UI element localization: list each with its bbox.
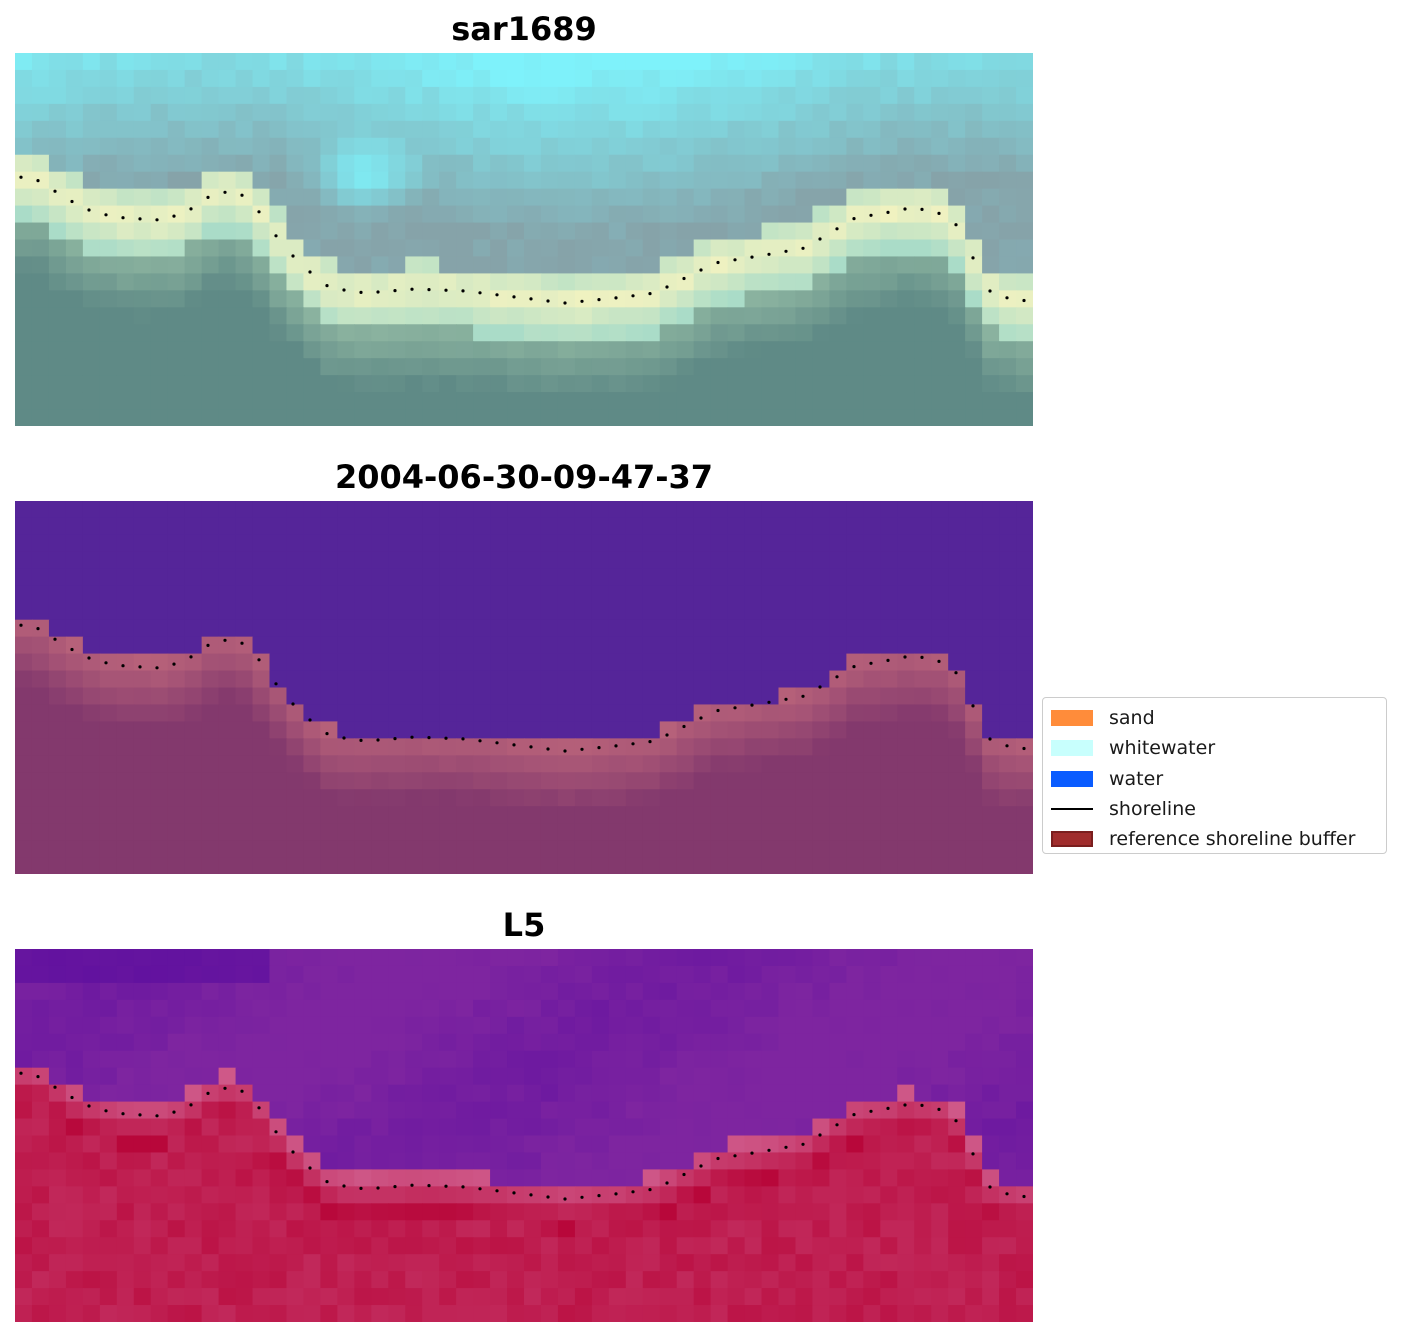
index-image: [15, 949, 1033, 1322]
legend-label: sand: [1109, 707, 1155, 730]
panel-title: 2004-06-30-09-47-37: [334, 458, 714, 496]
water-swatch: [1051, 770, 1093, 787]
legend: sand whitewater water shoreline referenc…: [1042, 697, 1387, 854]
legend-item-water: water: [1051, 764, 1378, 794]
legend-item-sand: sand: [1051, 703, 1378, 733]
legend-label: water: [1109, 767, 1164, 790]
legend-label: whitewater: [1109, 737, 1216, 760]
whitewater-swatch: [1051, 740, 1093, 757]
satellite-image: [15, 53, 1033, 426]
sand-swatch: [1051, 710, 1093, 727]
legend-item-whitewater: whitewater: [1051, 733, 1378, 763]
shoreline-dots: [19, 175, 1026, 305]
panel-title: L5: [502, 906, 546, 944]
panel-title: sar1689: [451, 10, 597, 48]
legend-item-shoreline: shoreline: [1051, 794, 1378, 824]
classified-image: [15, 501, 1033, 874]
legend-label: shoreline: [1109, 798, 1196, 821]
shoreline-swatch: [1051, 808, 1093, 811]
legend-item-buffer: reference shoreline buffer: [1051, 824, 1378, 854]
buffer-swatch: [1051, 831, 1093, 848]
shoreline-dots: [19, 1071, 1026, 1201]
legend-label: reference shoreline buffer: [1109, 828, 1356, 851]
shoreline-dots: [19, 623, 1026, 753]
